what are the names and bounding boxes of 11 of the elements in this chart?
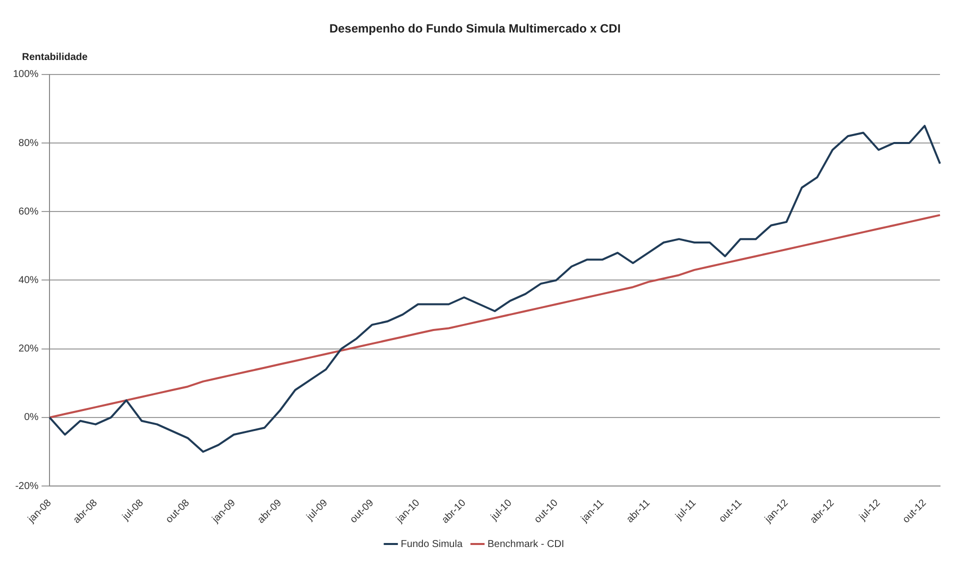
y-tick-label: 80%: [18, 138, 39, 149]
y-tick-label: 20%: [18, 344, 39, 355]
y-tick-label: 100%: [13, 69, 39, 80]
y-axis-title: Rentabilidade: [22, 52, 88, 63]
y-tick-label: 40%: [18, 274, 39, 286]
legend-label: Fundo Simula: [400, 538, 463, 550]
chart-title: Desempenho do Fundo Simula Multimercado x CDI: [329, 22, 621, 36]
y-tick-label: 0%: [24, 412, 39, 424]
y-tick-label: -20%: [15, 480, 39, 492]
legend-label: Benchmark - CDI: [488, 538, 564, 550]
y-tick-label: 60%: [18, 206, 39, 218]
